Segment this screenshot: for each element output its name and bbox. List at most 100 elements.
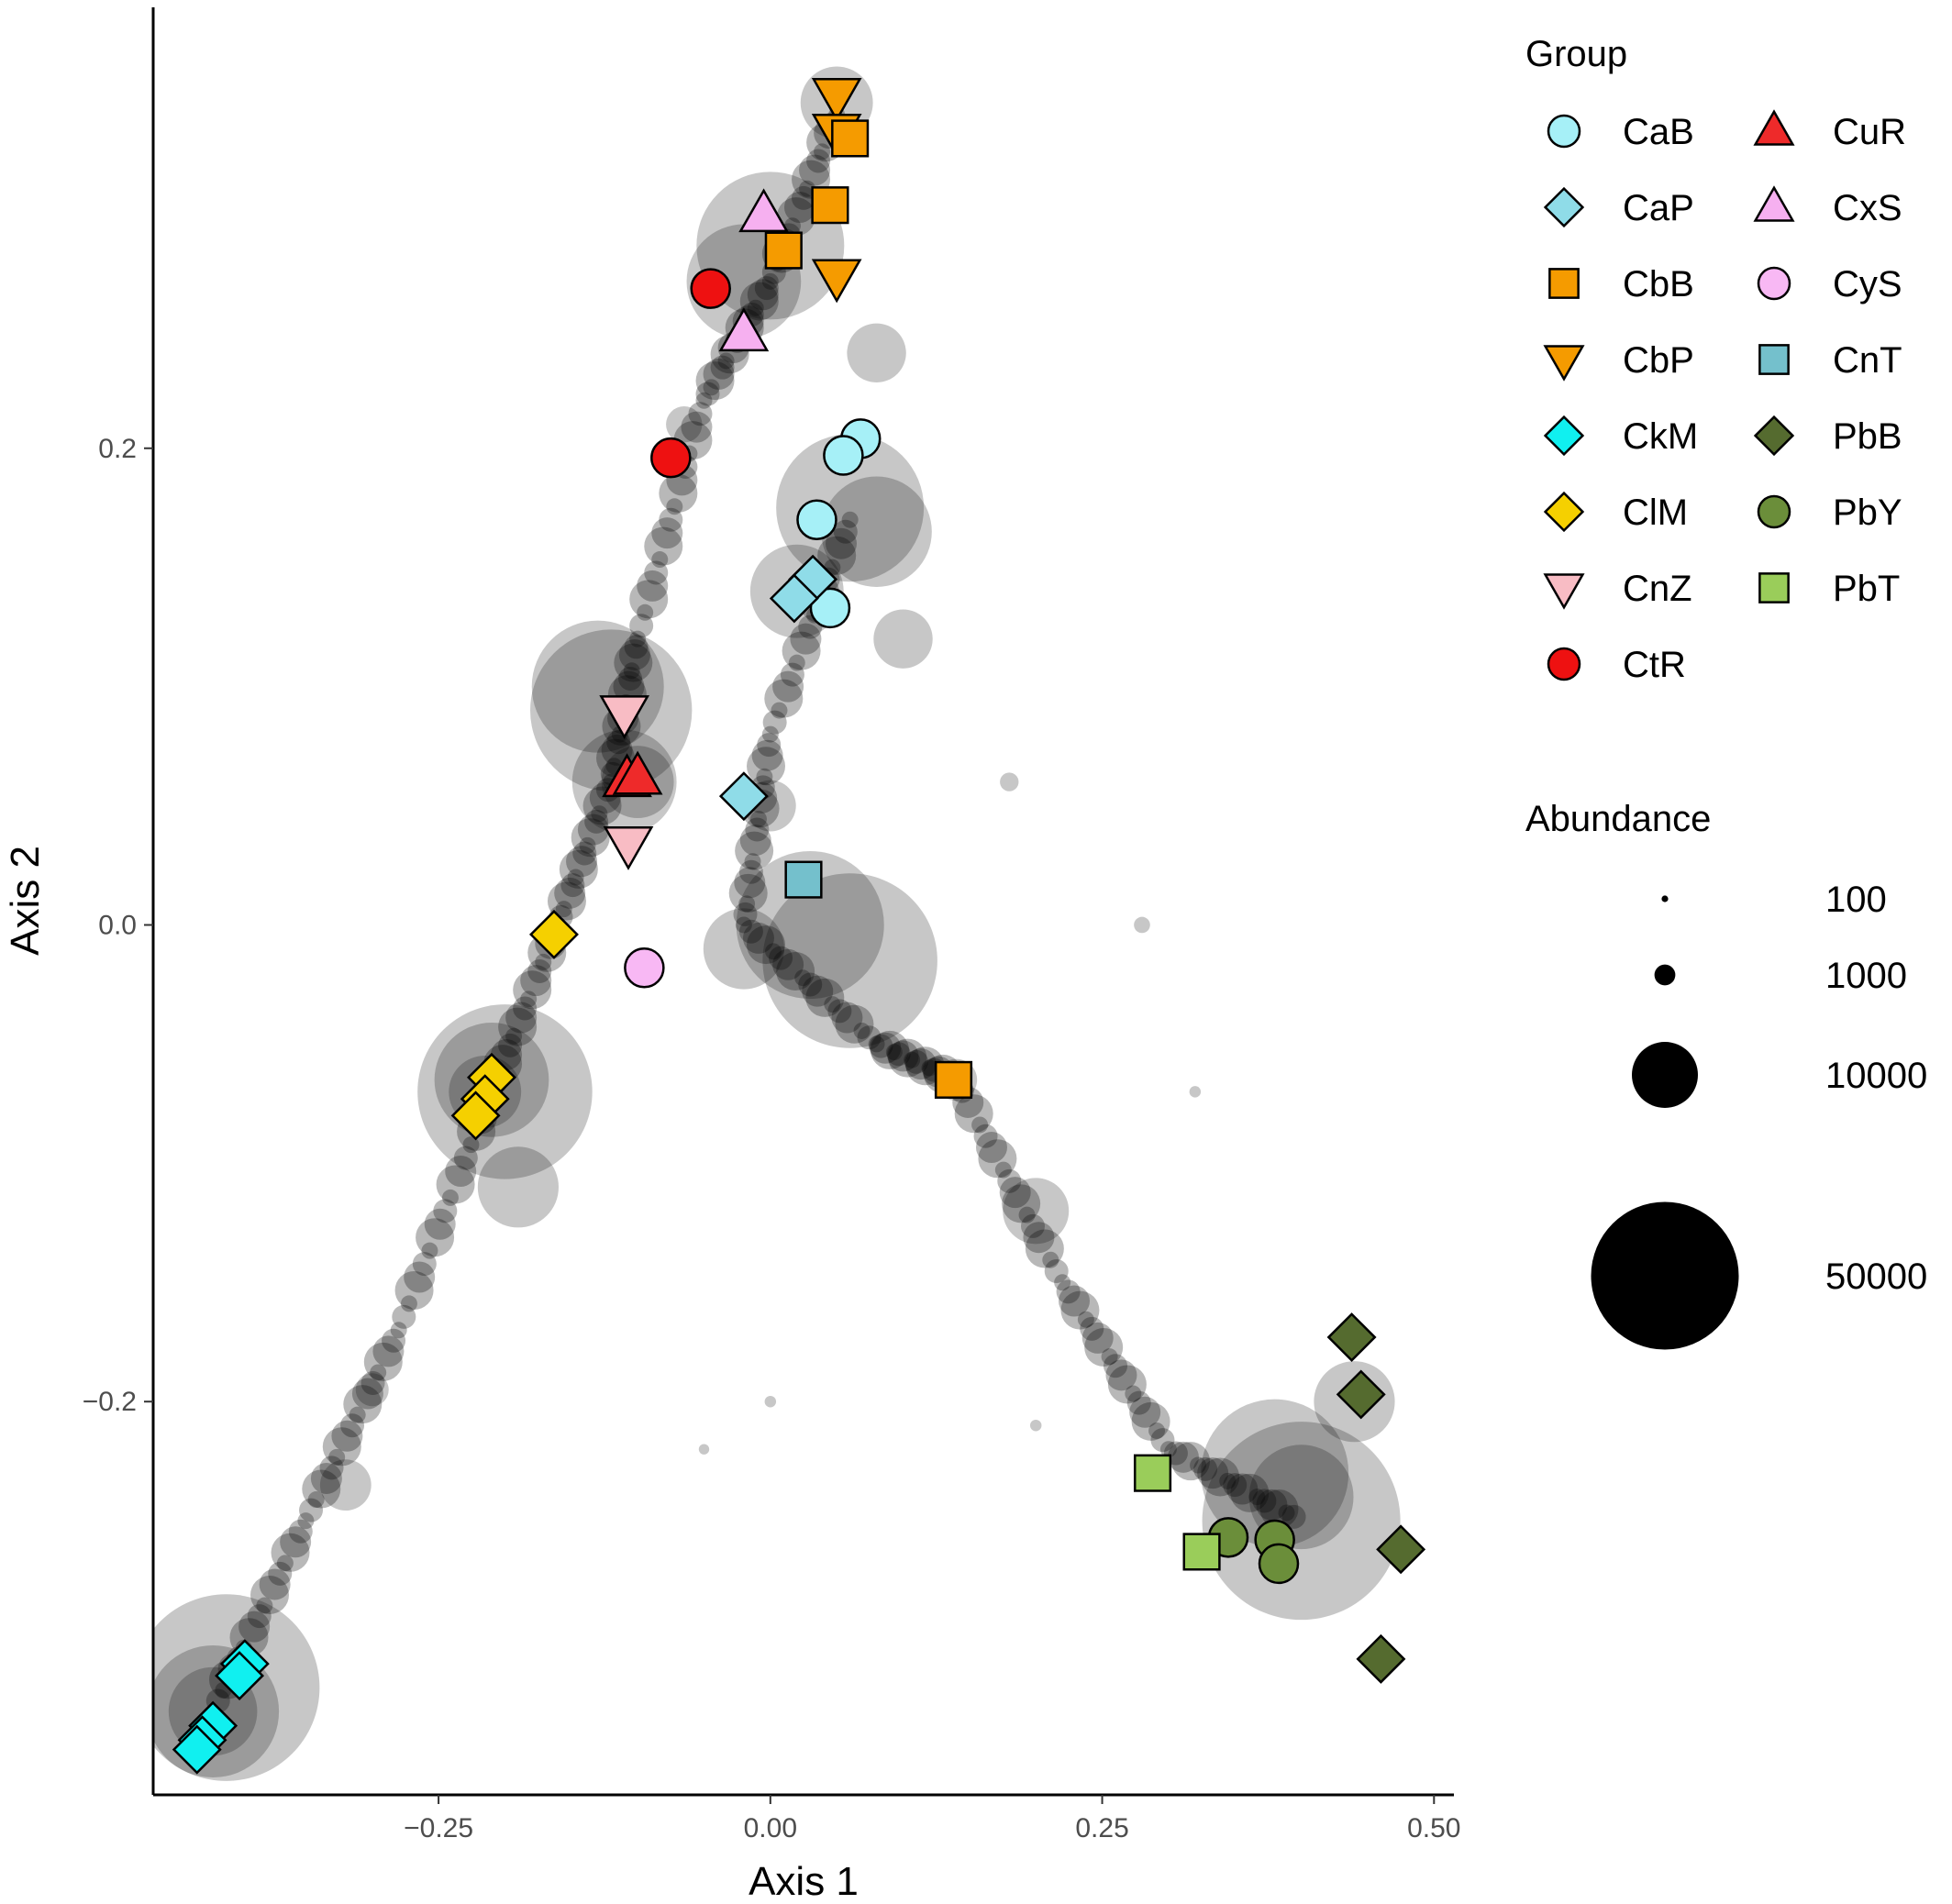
- sample-point-cbb: [764, 231, 803, 270]
- legend-key-cnz: [1543, 573, 1585, 610]
- otu-bubble: [268, 1561, 293, 1586]
- otu-bubble: [703, 379, 720, 396]
- otu-bubble: [433, 1199, 458, 1223]
- otu-bubble: [790, 623, 822, 655]
- x-axis-title: Axis 1: [749, 1859, 859, 1904]
- otu-bubble: [498, 1007, 538, 1046]
- sample-point-cnt: [784, 860, 823, 899]
- otu-bubble: [436, 1165, 475, 1204]
- otu-bubble: [738, 859, 763, 884]
- otu-bubble: [971, 1116, 989, 1134]
- otu-bubble: [505, 1027, 523, 1045]
- otu-bubble: [783, 217, 801, 235]
- otu-bubble: [328, 1448, 346, 1466]
- otu-bubble: [1080, 1316, 1104, 1341]
- otu-bubble: [681, 411, 713, 443]
- otu-bubble: [954, 1094, 993, 1134]
- otu-bubble: [1023, 1222, 1055, 1254]
- legend-key-cys: [1757, 266, 1791, 301]
- legend-label-pbt: PbT: [1833, 569, 1900, 609]
- otu-bubble: [688, 402, 713, 426]
- otu-bubble: [1256, 1489, 1288, 1521]
- legend-key-ckm: [1543, 415, 1585, 457]
- legend-key-cab: [1547, 114, 1581, 149]
- otu-bubble: [1226, 1473, 1259, 1505]
- otu-bubble: [307, 1491, 325, 1509]
- sample-point-cys: [624, 947, 665, 989]
- otu-bubble: [857, 1025, 882, 1050]
- otu-bubble: [659, 473, 698, 513]
- otu-bubble: [363, 1342, 403, 1381]
- abundance-legend-circle: [1661, 895, 1669, 902]
- otu-bubble: [618, 666, 643, 691]
- otu-bubble: [1223, 1473, 1248, 1498]
- otu-bubble: [757, 733, 782, 758]
- otu-bubble: [733, 902, 758, 926]
- otu-bubble: [1150, 1428, 1175, 1453]
- otu-bubble: [637, 603, 654, 621]
- otu-bubble: [1167, 1441, 1199, 1473]
- otu-bubble: [1056, 1279, 1081, 1304]
- otu-bubble: [728, 873, 768, 913]
- otu-bubble: [739, 825, 771, 857]
- otu-bubble: [761, 272, 779, 290]
- otu-bubble: [1029, 1419, 1042, 1432]
- abundance-legend-items: 100 1000 10000 50000: [1591, 880, 1927, 1350]
- otu-bubble: [1002, 1184, 1041, 1223]
- otu-bubble: [735, 916, 752, 934]
- otu-bubble: [666, 406, 703, 443]
- otu-bubble: [1000, 772, 1019, 791]
- sample-point-cap: [769, 573, 819, 624]
- otu-bubble: [343, 1385, 383, 1424]
- otu-bubble: [400, 1295, 417, 1312]
- legend-label-ckm: CkM: [1623, 416, 1698, 457]
- sample-point-clm: [450, 1090, 501, 1141]
- otu-bubble: [835, 1004, 874, 1044]
- sample-point-cbb: [831, 119, 870, 158]
- otu-bubble: [747, 925, 786, 965]
- otu-bubble: [761, 725, 779, 743]
- otu-bubble: [322, 1427, 361, 1467]
- otu-bubble: [297, 1512, 315, 1530]
- legend-label-cbp: CbP: [1623, 340, 1694, 381]
- otu-bubble: [747, 747, 786, 786]
- legend-label-cxs: CxS: [1833, 188, 1902, 228]
- otu-bubble: [904, 1049, 928, 1074]
- sample-point-cab: [796, 499, 837, 540]
- otu-bubble: [591, 805, 608, 823]
- y-tick-label: 0.2: [98, 434, 137, 464]
- otu-bubble: [776, 434, 925, 582]
- otu-bubble: [372, 1335, 405, 1367]
- sample-point-pby: [1258, 1543, 1300, 1585]
- otu-bubble: [805, 978, 845, 1017]
- otu-bubble: [355, 1373, 389, 1407]
- abundance-legend-label: 1000: [1825, 956, 1907, 996]
- legend-key-clm: [1543, 491, 1585, 533]
- otu-bubble: [351, 1378, 383, 1410]
- otu-bubble: [302, 1469, 341, 1509]
- sample-point-pbb: [1326, 1312, 1377, 1363]
- otu-bubble: [788, 654, 805, 671]
- otu-bubble: [806, 149, 831, 173]
- otu-bubble: [1129, 1396, 1161, 1428]
- sample-point-ctr: [650, 437, 692, 479]
- legend-key-ctr: [1547, 647, 1581, 681]
- otu-bubble: [560, 873, 585, 898]
- otu-bubble: [651, 517, 683, 549]
- otu-bubble: [994, 1161, 1012, 1179]
- otu-bubble: [520, 991, 538, 1008]
- otu-bubble: [1193, 1456, 1218, 1481]
- sample-point-cab: [823, 435, 864, 476]
- otu-bubble: [1131, 1401, 1170, 1441]
- otu-bubble: [695, 382, 720, 406]
- legend-key-cbb: [1548, 268, 1580, 299]
- otu-bubble: [477, 1146, 559, 1228]
- otu-bubble: [783, 191, 815, 223]
- otu-bubble: [584, 809, 609, 834]
- otu-bubble: [735, 831, 774, 870]
- otu-bubble: [462, 1136, 480, 1154]
- legend-key-pby: [1757, 494, 1791, 529]
- otu-bubble: [1042, 1251, 1059, 1268]
- otu-bubble: [869, 1034, 893, 1058]
